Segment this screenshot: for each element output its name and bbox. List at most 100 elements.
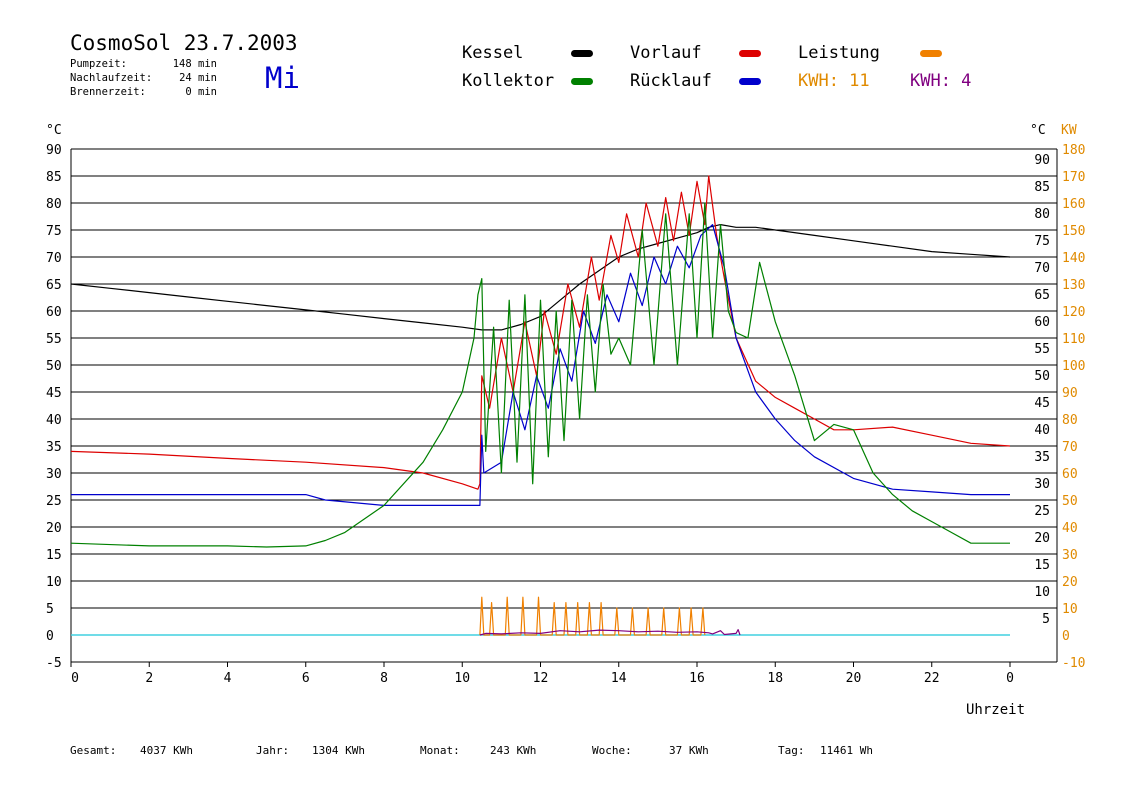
y-tick-label-kw: 60 (1062, 467, 1078, 482)
y-tick-label-left: 55 (46, 332, 62, 347)
y-tick-label-kw: 70 (1062, 440, 1078, 455)
y-tick-label-kw: 40 (1062, 521, 1078, 536)
y-tick-label-left: 10 (46, 575, 62, 590)
y-tick-label-kw: 180 (1062, 143, 1085, 158)
y-tick-label-left: 0 (46, 629, 54, 644)
footer-gesamt-label: Gesamt: (70, 744, 116, 757)
footer-woche-label: Woche: (592, 744, 632, 757)
y-tick-label-left: 65 (46, 278, 62, 293)
y-tick-label-kw: 140 (1062, 251, 1085, 266)
series-layer (70, 175, 1011, 636)
x-tick-label: 18 (767, 671, 783, 686)
y-tick-label-right: 20 (1034, 531, 1050, 546)
footer-monat-value: 243 KWh (490, 744, 536, 757)
y-tick-label-kw: 30 (1062, 548, 1078, 563)
y-tick-label-kw: -10 (1062, 656, 1085, 671)
weekday-label: Mi (265, 61, 300, 95)
y-tick-label-left: 90 (46, 143, 62, 158)
x-tick-label: 0 (1006, 671, 1014, 686)
stat-label-nachlaufzeit: Nachlaufzeit: (70, 72, 152, 84)
y-tick-label-left: -5 (46, 656, 62, 671)
y-tick-label-left: 40 (46, 413, 62, 428)
x-tick-label: 8 (380, 671, 388, 686)
footer-jahr-value: 1304 KWh (312, 744, 365, 757)
x-tick-label: 10 (454, 671, 470, 686)
y-tick-label-right: 45 (1034, 396, 1050, 411)
y-tick-label-kw: 80 (1062, 413, 1078, 428)
y-tick-label-right: 60 (1034, 315, 1050, 330)
y-tick-label-kw: 50 (1062, 494, 1078, 509)
legend-swatch-vorlauf (739, 50, 761, 57)
x-axis-label: Uhrzeit (966, 702, 1025, 718)
legend-label-leistung: Leistung (798, 43, 880, 63)
y-tick-label-left: 75 (46, 224, 62, 239)
legend-label-vorlauf: Vorlauf (630, 43, 702, 63)
stat-label-brennerzeit: Brennerzeit: (70, 86, 146, 98)
y-tick-label-right: 65 (1034, 288, 1050, 303)
series-line-vorlauf (70, 175, 1011, 490)
x-tick-label: 20 (846, 671, 862, 686)
legend-label-kessel: Kessel (462, 43, 523, 63)
y-tick-label-right: 80 (1034, 207, 1050, 222)
x-tick-label: 16 (689, 671, 705, 686)
kwh-label-leistung: KWH: 11 (798, 71, 870, 91)
legend-label-kollektor: Kollektor (462, 71, 554, 91)
footer-tag-value: 11461 Wh (820, 744, 873, 757)
y-tick-label-left: 20 (46, 521, 62, 536)
y-tick-label-right: 55 (1034, 342, 1050, 357)
y-tick-label-left: 30 (46, 467, 62, 482)
y-tick-label-left: 70 (46, 251, 62, 266)
y-tick-label-kw: 120 (1062, 305, 1085, 320)
x-tick-label: 0 (71, 671, 79, 686)
footer-woche-value: 37 KWh (669, 744, 709, 757)
footer-monat-label: Monat: (420, 744, 460, 757)
stat-value-nachlaufzeit: 24 min (179, 72, 217, 84)
x-tick-label: 6 (302, 671, 310, 686)
legend-swatch-kollektor (571, 78, 593, 85)
series-line-leistung (479, 596, 706, 636)
right-axis-kw-unit: KW (1061, 123, 1077, 138)
y-tick-label-left: 85 (46, 170, 62, 185)
y-tick-label-right: 85 (1034, 180, 1050, 195)
y-tick-label-left: 80 (46, 197, 62, 212)
y-tick-label-right: 35 (1034, 450, 1050, 465)
y-tick-label-kw: 20 (1062, 575, 1078, 590)
y-tick-label-left: 50 (46, 359, 62, 374)
x-tick-label: 22 (924, 671, 940, 686)
y-tick-label-right: 90 (1034, 153, 1050, 168)
y-tick-label-left: 35 (46, 440, 62, 455)
footer-gesamt-value: 4037 KWh (140, 744, 193, 757)
legend-swatch-leistung (920, 50, 942, 57)
y-tick-label-right: 25 (1034, 504, 1050, 519)
y-tick-label-right: 50 (1034, 369, 1050, 384)
chart-title: CosmoSol 23.7.2003 (70, 31, 298, 55)
y-tick-label-right: 15 (1034, 558, 1050, 573)
stat-value-brennerzeit: 0 min (185, 86, 217, 98)
y-tick-label-kw: 110 (1062, 332, 1085, 347)
x-tick-label: 2 (145, 671, 153, 686)
left-axis-unit: °C (46, 123, 62, 138)
legend-swatch-kessel (571, 50, 593, 57)
y-tick-label-kw: 130 (1062, 278, 1085, 293)
right-axis-unit: °C (1030, 123, 1046, 138)
y-tick-label-left: 5 (46, 602, 54, 617)
series-line-kwh (479, 628, 741, 636)
series-line-kollektor (70, 202, 1010, 548)
kwh-label-secondary: KWH: 4 (910, 71, 971, 91)
footer-tag-label: Tag: (778, 744, 805, 757)
y-tick-label-kw: 170 (1062, 170, 1085, 185)
y-tick-label-left: 15 (46, 548, 62, 563)
x-tick-label: 4 (224, 671, 232, 686)
stat-label-pumpzeit: Pumpzeit: (70, 58, 127, 70)
y-tick-label-kw: 0 (1062, 629, 1070, 644)
y-tick-label-left: 25 (46, 494, 62, 509)
x-tick-label: 14 (611, 671, 627, 686)
grid-layer (70, 148, 1058, 663)
legend-swatch-ruecklauf (739, 78, 761, 85)
y-tick-label-kw: 90 (1062, 386, 1078, 401)
y-tick-label-kw: 150 (1062, 224, 1085, 239)
y-tick-label-right: 75 (1034, 234, 1050, 249)
y-tick-label-left: 60 (46, 305, 62, 320)
footer-jahr-label: Jahr: (256, 744, 289, 757)
